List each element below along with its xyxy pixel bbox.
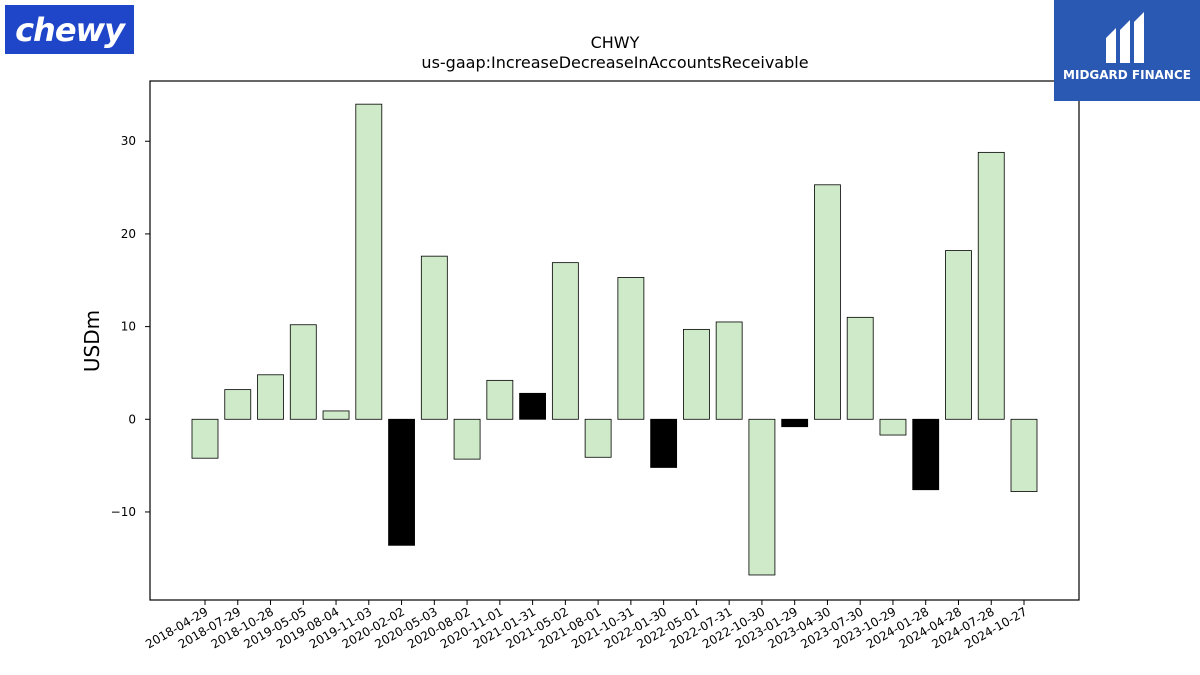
- bar-2023-10-29: [879, 418, 907, 436]
- midgard-mark-icon: [1106, 12, 1144, 63]
- midgard-wordmark: MIDGARD FINANCE: [1063, 68, 1191, 82]
- bar-2024-01-28: [912, 418, 940, 491]
- y-axis-label: USDm: [80, 310, 104, 372]
- y-axis: −10 0 10 20 30: [111, 134, 150, 519]
- bar-2018-07-29: [224, 389, 252, 420]
- bar-2022-05-01: [683, 328, 710, 420]
- bar-2024-10-27: [1010, 418, 1038, 492]
- y-tick-label: 0: [128, 412, 136, 426]
- x-axis: 2018-04-292018-07-292018-10-282019-05-05…: [143, 600, 1030, 651]
- chewy-logo: chewy: [5, 5, 134, 54]
- bar-2021-05-02: [551, 262, 579, 420]
- bar-2022-10-30: [748, 418, 776, 576]
- chewy-logo-text: chewy: [15, 10, 125, 49]
- chart-subtitle: us-gaap:IncreaseDecreaseInAccountsReceiv…: [421, 53, 808, 72]
- bar-2021-08-01: [584, 418, 612, 458]
- y-tick-label: 10: [121, 320, 136, 334]
- bar-2023-01-29: [781, 418, 809, 428]
- bar-2021-10-31: [617, 277, 645, 420]
- bar-2018-04-29: [191, 418, 219, 459]
- y-tick-label: 20: [121, 227, 136, 241]
- bar-2022-01-30: [650, 418, 678, 468]
- bar-2019-05-05: [289, 324, 317, 420]
- bar-2020-02-02: [388, 418, 415, 546]
- bar-2020-08-02: [453, 418, 481, 460]
- bar-2019-11-03: [355, 103, 383, 420]
- bar-2024-07-28: [977, 151, 1005, 420]
- bars-group: [191, 103, 1038, 576]
- chart-title: CHWY: [591, 33, 640, 52]
- bar-2019-08-04: [322, 410, 350, 420]
- plot-frame: [149, 80, 1080, 601]
- bar-2020-11-01: [486, 379, 514, 420]
- bar-2021-01-31: [519, 392, 546, 420]
- y-tick-label: −10: [111, 505, 136, 519]
- bar-2022-07-31: [715, 321, 743, 420]
- bar-2023-04-30: [814, 184, 841, 420]
- midgard-finance-logo: MIDGARD FINANCE: [1054, 0, 1200, 101]
- bar-2020-05-03: [420, 255, 448, 420]
- bar-2024-04-28: [945, 250, 972, 420]
- bar-2023-07-30: [846, 316, 874, 420]
- y-tick-label: 30: [121, 134, 136, 148]
- bar-2018-10-28: [257, 374, 284, 420]
